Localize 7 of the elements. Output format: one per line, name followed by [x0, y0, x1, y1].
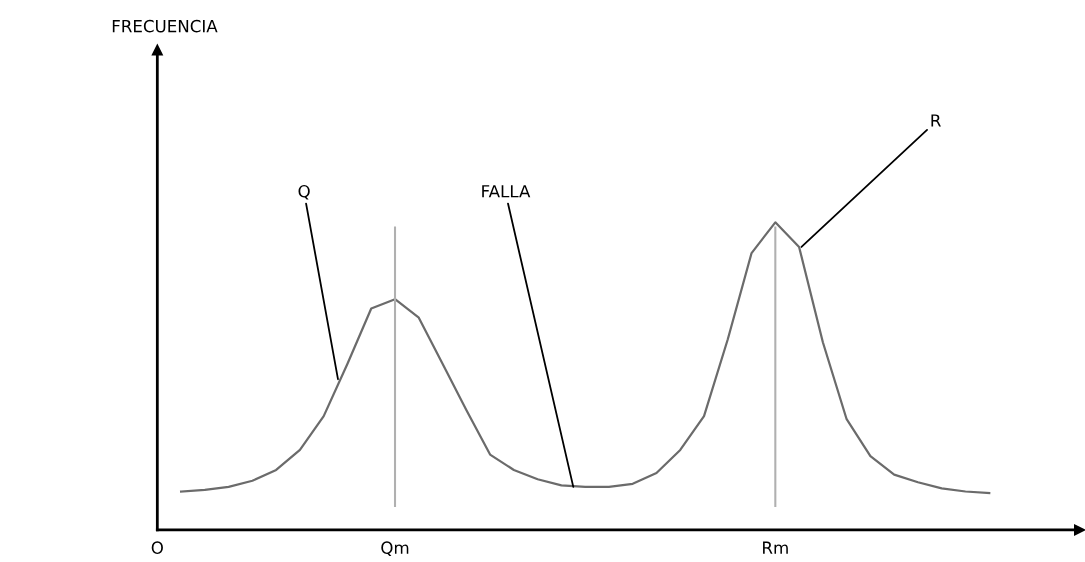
text: FALLA — [482, 185, 531, 198]
text: Q — [298, 184, 310, 200]
x-tick-label: O — [151, 541, 163, 554]
x-tick-label: Rm — [763, 541, 788, 554]
text: R — [931, 114, 941, 127]
x-tick-label: Qm — [381, 541, 409, 556]
text: FRECUENCIA — [112, 19, 218, 33]
